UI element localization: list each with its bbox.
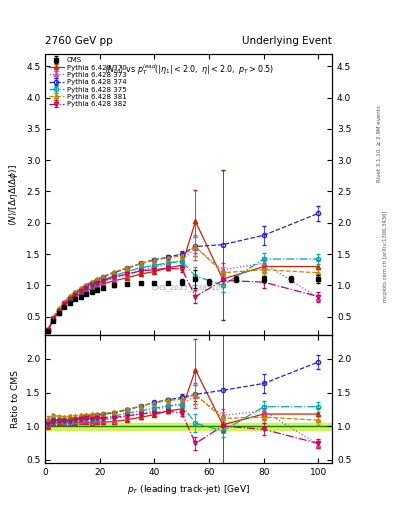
Text: 2760 GeV pp: 2760 GeV pp (45, 36, 113, 46)
Text: $\langle N_{ch}\rangle$ vs $p_T^{lead}(|\eta_1|{<}2.0,\ \eta|{<}2.0,\ p_T{>}0.5): $\langle N_{ch}\rangle$ vs $p_T^{lead}(|… (104, 62, 274, 77)
X-axis label: $p_T$ (leading track-jet) [GeV]: $p_T$ (leading track-jet) [GeV] (127, 483, 250, 496)
Y-axis label: Ratio to CMS: Ratio to CMS (11, 370, 20, 429)
Text: CMS_2015_I1385107: CMS_2015_I1385107 (152, 284, 226, 291)
Bar (45, 423, 332, 430)
Y-axis label: $\langle N\rangle/[\Delta\eta\Delta(\Delta\phi)]$: $\langle N\rangle/[\Delta\eta\Delta(\Del… (7, 163, 20, 226)
Text: Rivet 3.1.10, ≥ 2.9M events: Rivet 3.1.10, ≥ 2.9M events (377, 105, 382, 182)
Text: Underlying Event: Underlying Event (242, 36, 332, 46)
Legend: CMS, Pythia 6.428 370, Pythia 6.428 373, Pythia 6.428 374, Pythia 6.428 375, Pyt: CMS, Pythia 6.428 370, Pythia 6.428 373,… (47, 56, 128, 109)
Text: mcplots.cern.ch [arXiv:1306.3436]: mcplots.cern.ch [arXiv:1306.3436] (384, 210, 388, 302)
